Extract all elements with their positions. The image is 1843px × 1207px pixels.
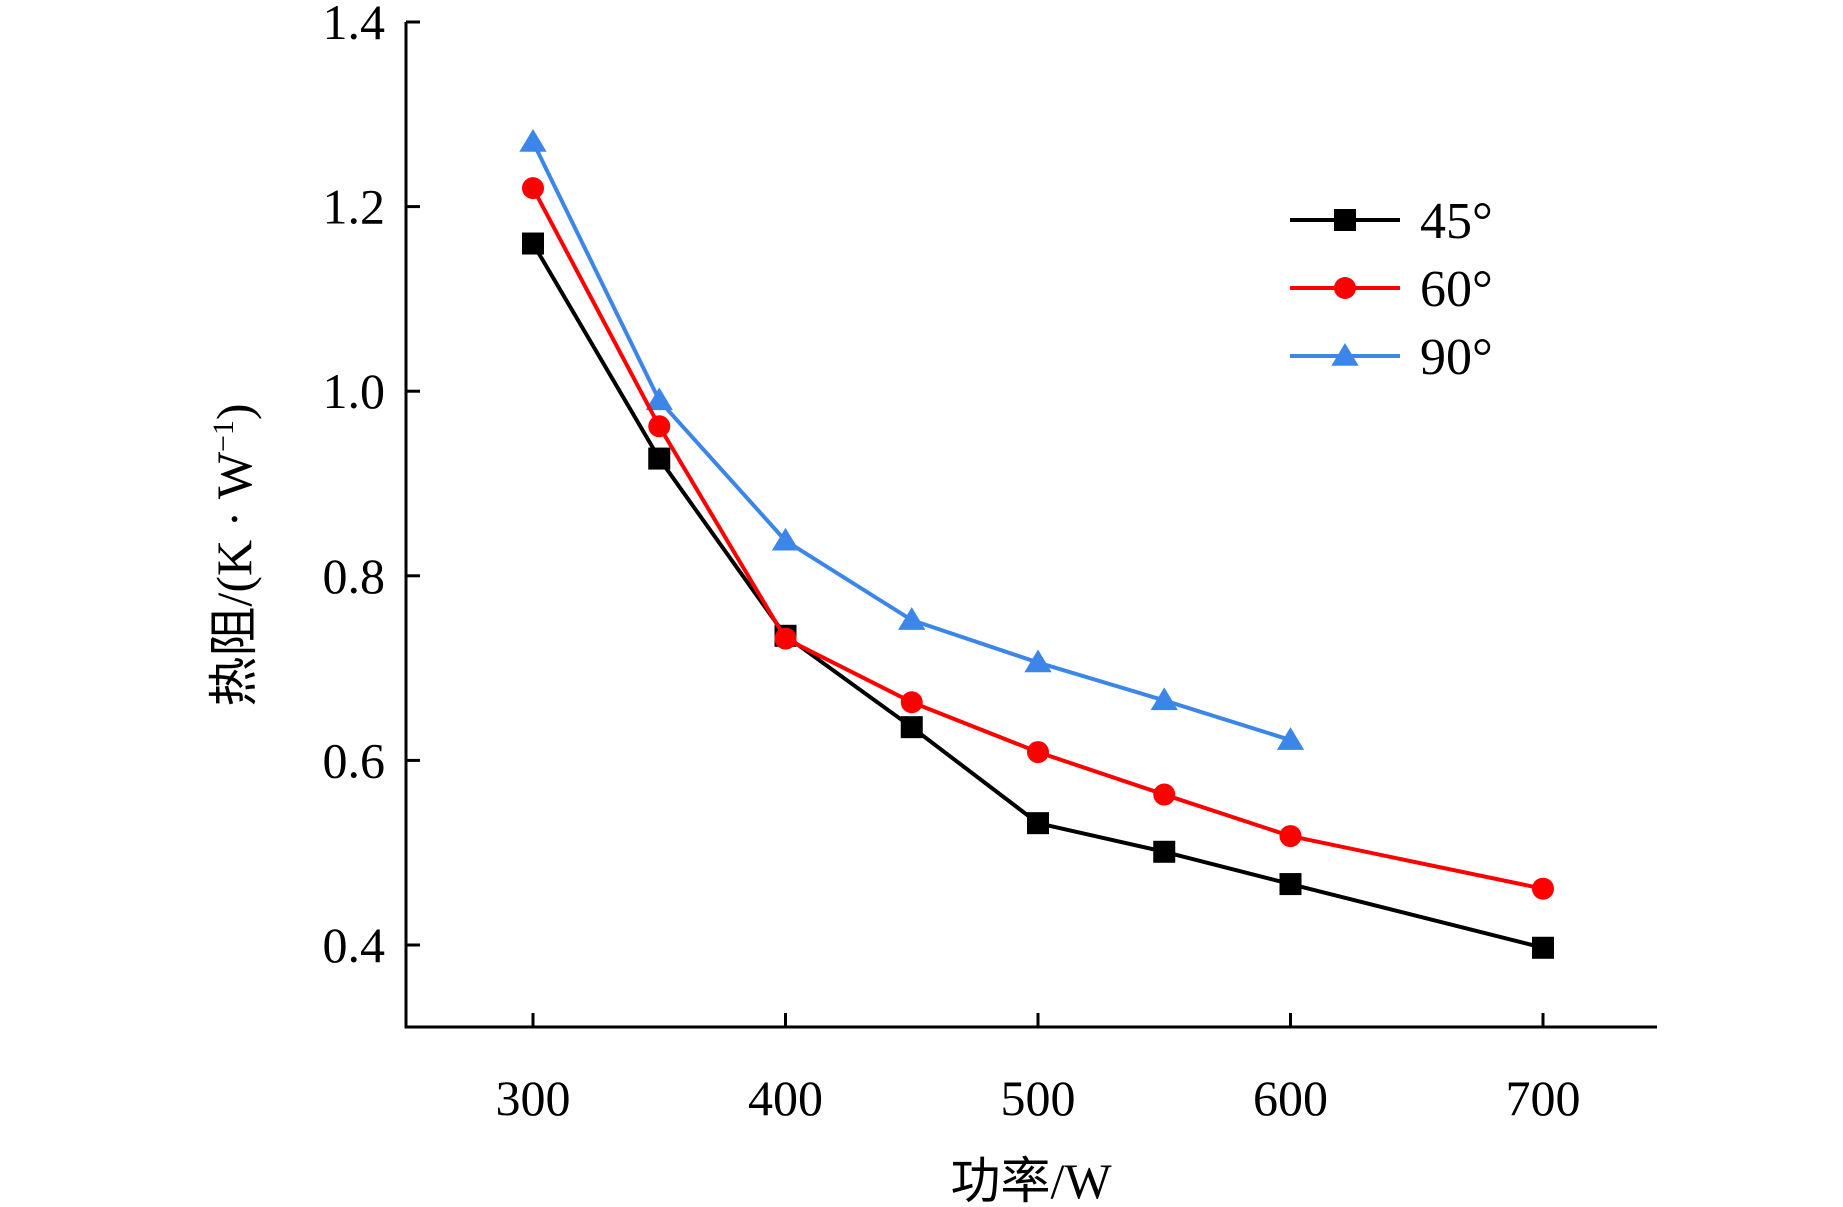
legend: 45° 60° 90° [1290,193,1493,386]
legend-marker [1331,343,1359,366]
series-0 [522,232,1554,959]
data-point [1024,649,1052,673]
x-ticks: 300 400 500 600 700 [496,1013,1581,1126]
legend-marker [1334,277,1356,299]
series-line [531,187,1544,891]
data-point [522,177,544,200]
series-line [531,141,1292,743]
y-tick-label: 0.8 [323,548,386,604]
data-point [1532,877,1554,900]
svg-text:热阻/(K · W−1): 热阻/(K · W−1) [206,403,262,706]
y-axis-title-main: 热阻/(K · W [206,451,262,706]
legend-marker [1334,209,1356,231]
data-point [774,627,797,650]
y-axis-title-close: ) [206,403,262,420]
data-point [898,607,926,630]
series-2 [519,128,1305,750]
x-tick-label: 600 [1253,1070,1328,1126]
x-tick-label: 300 [496,1070,571,1126]
x-axis-title: 功率/W [950,1153,1112,1207]
series-line [531,242,1544,950]
x-tick-label: 400 [748,1070,823,1126]
data-point [1276,727,1305,750]
data-point [900,691,923,714]
data-point [519,128,547,152]
series-layer [519,128,1554,959]
x-tick-label: 500 [1001,1070,1076,1126]
data-point [771,527,800,551]
data-point [1279,873,1302,896]
y-tick-label: 1.4 [323,0,386,50]
y-tick-label: 0.6 [323,732,386,788]
data-point [1027,741,1049,764]
y-tick-label: 1.0 [323,363,386,419]
y-axis-title: 热阻/(K · W−1) [206,403,262,706]
legend-item: 45° [1290,193,1493,250]
y-axis-title-superscript: −1 [207,420,240,452]
legend-label: 90° [1420,329,1493,386]
data-point [1150,687,1178,711]
data-point [1027,812,1049,835]
legend-label: 60° [1420,261,1493,318]
series-1 [522,177,1554,900]
data-point [1279,825,1302,848]
x-tick-label: 700 [1506,1070,1581,1126]
data-point [900,716,923,739]
data-point [1153,840,1176,863]
data-point [648,447,671,470]
data-point [522,232,544,255]
y-tick-label: 1.2 [323,179,386,235]
legend-item: 90° [1290,329,1493,386]
data-point [1532,936,1554,959]
data-point [648,415,671,438]
y-tick-label: 0.4 [323,917,386,973]
legend-item: 60° [1290,261,1493,318]
data-point [1153,783,1176,806]
legend-label: 45° [1420,193,1493,250]
data-point [645,387,673,411]
y-ticks: 0.4 0.6 0.8 1.0 1.2 1.4 [323,0,420,973]
